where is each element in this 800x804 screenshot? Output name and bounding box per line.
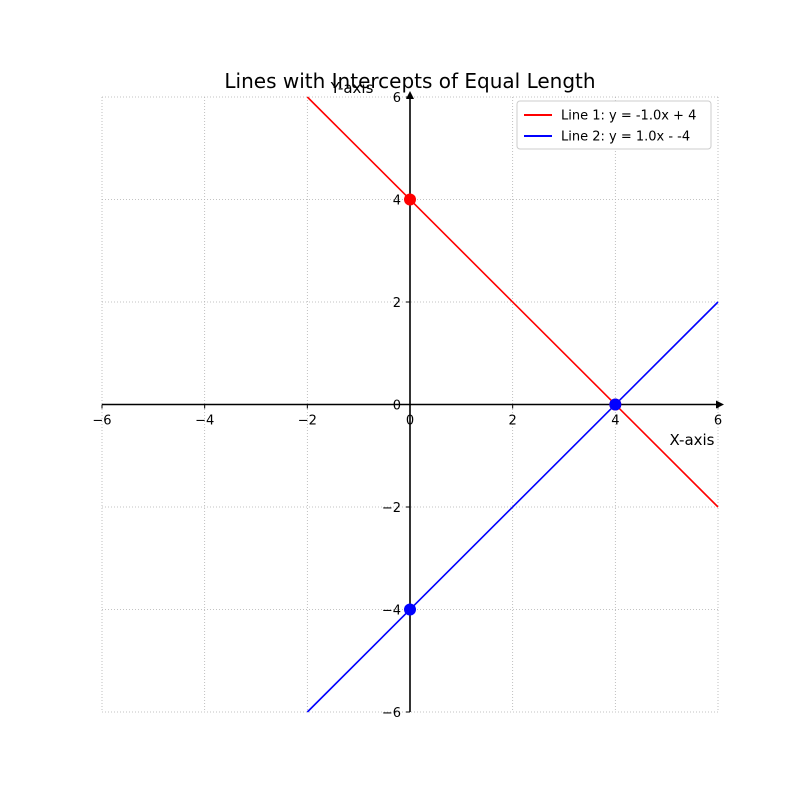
chart-title: Lines with Intercepts of Equal Length <box>224 69 595 93</box>
intercept-point-1 <box>404 193 416 206</box>
x-tick-label: 0 <box>406 414 414 429</box>
y-tick-label: −2 <box>382 501 401 516</box>
axes <box>102 91 724 712</box>
x-axis-label: X-axis <box>670 431 715 449</box>
y-tick-label: 6 <box>393 91 401 106</box>
series-line-1 <box>306 96 719 508</box>
series-line-2 <box>306 301 719 713</box>
y-tick-label: −6 <box>382 706 401 721</box>
x-axis-arrow-icon <box>716 400 724 409</box>
y-tick-label: 0 <box>393 399 401 414</box>
x-tick-label: −4 <box>195 414 214 429</box>
y-tick-label: 2 <box>393 296 401 311</box>
series-lines <box>306 96 719 713</box>
intercept-point-3 <box>404 603 416 616</box>
x-tick-label: −6 <box>92 414 111 429</box>
y-axis-label: Y-axis <box>330 79 374 97</box>
legend-label-1: Line 1: y = -1.0x + 4 <box>561 109 696 124</box>
y-tick-label: −4 <box>382 604 401 619</box>
legend: Line 1: y = -1.0x + 4 Line 2: y = 1.0x - … <box>516 100 712 150</box>
legend-box <box>516 100 712 150</box>
x-tick-label: 2 <box>509 414 517 429</box>
legend-label-2: Line 2: y = 1.0x - -4 <box>561 130 690 145</box>
tick-labels: −6 −4 −2 0 2 4 6 −6 −4 −2 0 2 4 6 <box>92 91 722 721</box>
x-tick-label: −2 <box>298 414 317 429</box>
x-tick-label: 6 <box>714 414 722 429</box>
x-tick-label: 4 <box>611 414 619 429</box>
intercept-points <box>404 193 622 616</box>
y-tick-label: 4 <box>393 194 401 209</box>
intercept-point-4 <box>609 398 622 411</box>
